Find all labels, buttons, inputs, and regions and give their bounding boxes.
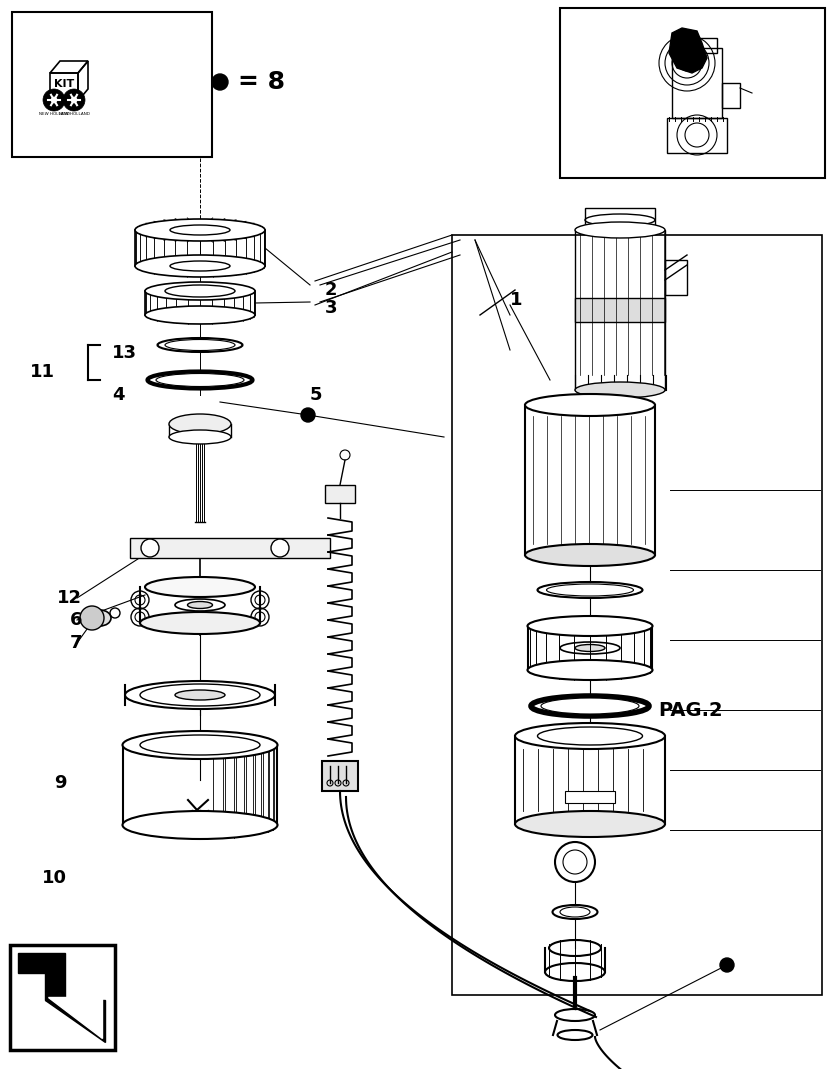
Ellipse shape bbox=[123, 731, 278, 759]
Bar bbox=[130, 538, 330, 558]
Bar bbox=[50, 73, 78, 100]
Bar bbox=[575, 298, 665, 322]
Bar bbox=[10, 945, 115, 1050]
Ellipse shape bbox=[140, 735, 260, 755]
Ellipse shape bbox=[515, 811, 665, 837]
Text: 13: 13 bbox=[112, 344, 137, 362]
Text: 9: 9 bbox=[54, 774, 67, 792]
Text: 1: 1 bbox=[510, 291, 522, 309]
Ellipse shape bbox=[537, 727, 642, 745]
Bar bbox=[560, 7, 825, 179]
Circle shape bbox=[301, 408, 315, 422]
Text: 10: 10 bbox=[42, 869, 67, 887]
Ellipse shape bbox=[175, 599, 225, 611]
Ellipse shape bbox=[145, 577, 255, 597]
Polygon shape bbox=[669, 28, 707, 73]
Ellipse shape bbox=[525, 394, 655, 416]
Bar bbox=[452, 235, 822, 995]
Text: PAG.2: PAG.2 bbox=[658, 700, 722, 719]
Ellipse shape bbox=[527, 660, 652, 680]
Circle shape bbox=[212, 74, 228, 90]
Ellipse shape bbox=[156, 373, 244, 387]
Ellipse shape bbox=[165, 340, 235, 351]
Text: 12: 12 bbox=[57, 589, 82, 607]
Bar bbox=[722, 83, 740, 108]
Ellipse shape bbox=[135, 219, 265, 241]
Text: 11: 11 bbox=[30, 363, 55, 381]
Ellipse shape bbox=[165, 285, 235, 297]
Text: NEW HOLLAND: NEW HOLLAND bbox=[58, 112, 89, 117]
Ellipse shape bbox=[541, 698, 639, 714]
Text: 4: 4 bbox=[112, 386, 124, 404]
Circle shape bbox=[71, 97, 77, 103]
Ellipse shape bbox=[89, 610, 111, 626]
Ellipse shape bbox=[140, 684, 260, 706]
Polygon shape bbox=[18, 952, 65, 1000]
Text: 3: 3 bbox=[325, 299, 338, 317]
Text: KIT: KIT bbox=[54, 79, 74, 89]
Ellipse shape bbox=[170, 261, 230, 272]
Ellipse shape bbox=[145, 306, 255, 324]
Circle shape bbox=[720, 958, 734, 972]
Circle shape bbox=[141, 539, 159, 557]
Ellipse shape bbox=[145, 282, 255, 300]
Ellipse shape bbox=[135, 255, 265, 277]
Bar bbox=[677, 38, 717, 53]
Circle shape bbox=[80, 606, 104, 630]
Ellipse shape bbox=[123, 811, 278, 839]
Bar bbox=[12, 12, 212, 157]
Ellipse shape bbox=[125, 681, 275, 709]
Ellipse shape bbox=[140, 611, 260, 634]
Text: 2: 2 bbox=[325, 281, 338, 299]
Bar bbox=[575, 230, 665, 390]
Bar bbox=[565, 791, 615, 803]
Ellipse shape bbox=[525, 544, 655, 566]
Bar bbox=[325, 485, 355, 503]
Bar bbox=[525, 405, 655, 555]
Ellipse shape bbox=[575, 222, 665, 238]
Circle shape bbox=[43, 89, 65, 111]
Ellipse shape bbox=[560, 907, 590, 917]
Ellipse shape bbox=[188, 602, 213, 608]
Circle shape bbox=[271, 539, 289, 557]
Circle shape bbox=[51, 97, 57, 103]
Text: = 8: = 8 bbox=[238, 69, 285, 94]
Ellipse shape bbox=[169, 430, 231, 444]
Ellipse shape bbox=[575, 382, 665, 398]
Text: 6: 6 bbox=[69, 611, 82, 629]
Bar bbox=[585, 208, 655, 230]
Bar bbox=[672, 48, 722, 118]
Ellipse shape bbox=[175, 690, 225, 700]
Text: NEW HOLLAND: NEW HOLLAND bbox=[38, 112, 69, 117]
Ellipse shape bbox=[515, 723, 665, 749]
Bar bbox=[322, 761, 358, 791]
Bar bbox=[665, 260, 687, 295]
Circle shape bbox=[63, 89, 85, 111]
Bar bbox=[667, 118, 727, 153]
Ellipse shape bbox=[546, 584, 634, 597]
Polygon shape bbox=[48, 997, 102, 1038]
Text: 5: 5 bbox=[310, 386, 323, 404]
Ellipse shape bbox=[169, 414, 231, 434]
Ellipse shape bbox=[170, 224, 230, 235]
Ellipse shape bbox=[527, 616, 652, 636]
Text: 7: 7 bbox=[69, 634, 82, 652]
Polygon shape bbox=[45, 1000, 105, 1042]
Ellipse shape bbox=[575, 645, 605, 651]
